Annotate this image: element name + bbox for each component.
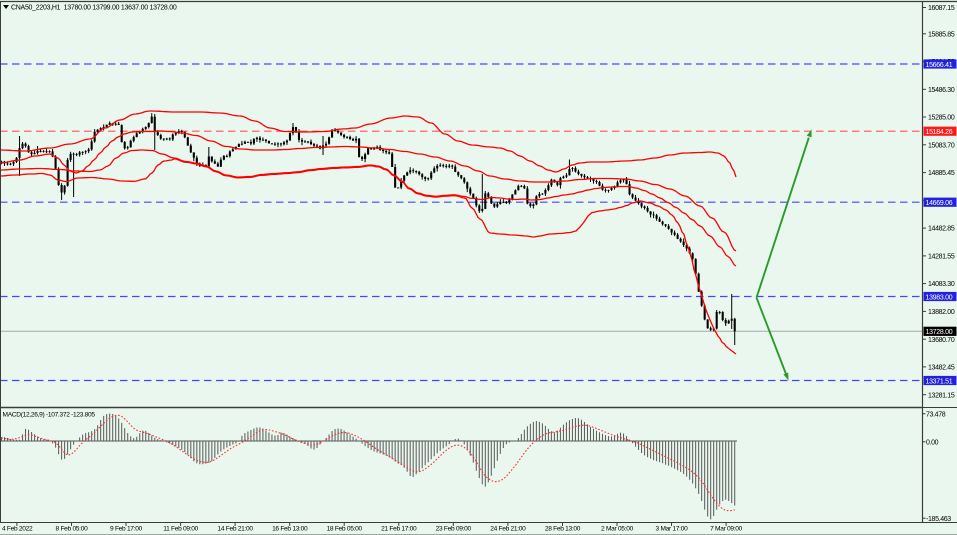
svg-text:18 Feb 05:00: 18 Feb 05:00 bbox=[327, 526, 363, 533]
svg-text:15885.85: 15885.85 bbox=[928, 31, 955, 38]
svg-text:13728.00: 13728.00 bbox=[926, 329, 953, 336]
svg-text:73.478: 73.478 bbox=[926, 411, 946, 418]
svg-text:13482.45: 13482.45 bbox=[928, 365, 955, 372]
svg-text:28 Feb 13:00: 28 Feb 13:00 bbox=[545, 526, 581, 533]
svg-text:24 Feb 21:00: 24 Feb 21:00 bbox=[490, 526, 526, 533]
svg-text:14281.55: 14281.55 bbox=[928, 254, 955, 261]
svg-text:21 Feb 17:00: 21 Feb 17:00 bbox=[381, 526, 417, 533]
svg-text:15486.30: 15486.30 bbox=[928, 87, 955, 94]
svg-text:14083.30: 14083.30 bbox=[928, 281, 955, 288]
svg-text:11 Feb 09:00: 11 Feb 09:00 bbox=[163, 526, 198, 533]
svg-text:CNA50_2203,H1 13780.00 13799.: CNA50_2203,H1 13780.00 13799.00 13637.00… bbox=[11, 5, 177, 12]
svg-text:15184.26: 15184.26 bbox=[926, 129, 953, 136]
svg-text:15666.41: 15666.41 bbox=[926, 62, 953, 69]
svg-text:15083.70: 15083.70 bbox=[928, 142, 955, 149]
svg-text:14669.06: 14669.06 bbox=[926, 200, 953, 207]
svg-text:13371.51: 13371.51 bbox=[926, 378, 953, 385]
svg-text:15285.00: 15285.00 bbox=[928, 115, 955, 122]
svg-text:8 Feb 05:00: 8 Feb 05:00 bbox=[56, 526, 89, 533]
svg-text:0.00: 0.00 bbox=[926, 439, 939, 446]
svg-text:14482.85: 14482.85 bbox=[928, 226, 955, 233]
svg-text:4 Feb 2022: 4 Feb 2022 bbox=[2, 526, 33, 533]
svg-text:16087.15: 16087.15 bbox=[928, 5, 955, 12]
svg-text:14 Feb 21:00: 14 Feb 21:00 bbox=[217, 526, 253, 533]
svg-text:2 Mar 05:00: 2 Mar 05:00 bbox=[601, 526, 634, 533]
svg-text:14885.45: 14885.45 bbox=[928, 170, 955, 177]
svg-text:13882.00: 13882.00 bbox=[928, 309, 955, 316]
svg-text:23 Feb 09:00: 23 Feb 09:00 bbox=[436, 526, 472, 533]
svg-text:13281.15: 13281.15 bbox=[928, 392, 955, 399]
svg-text:16 Feb 13:00: 16 Feb 13:00 bbox=[272, 526, 308, 533]
svg-text:13983.00: 13983.00 bbox=[926, 294, 953, 301]
svg-text:MACD(12,26,9) -107.372 -123.80: MACD(12,26,9) -107.372 -123.805 bbox=[3, 412, 96, 419]
svg-text:9 Feb 17:00: 9 Feb 17:00 bbox=[110, 526, 143, 533]
svg-text:7 Mar 09:00: 7 Mar 09:00 bbox=[710, 526, 743, 533]
svg-text:13680.70: 13680.70 bbox=[928, 337, 955, 344]
svg-text:3 Mar 17:00: 3 Mar 17:00 bbox=[656, 526, 689, 533]
svg-text:-185.463: -185.463 bbox=[926, 516, 951, 523]
